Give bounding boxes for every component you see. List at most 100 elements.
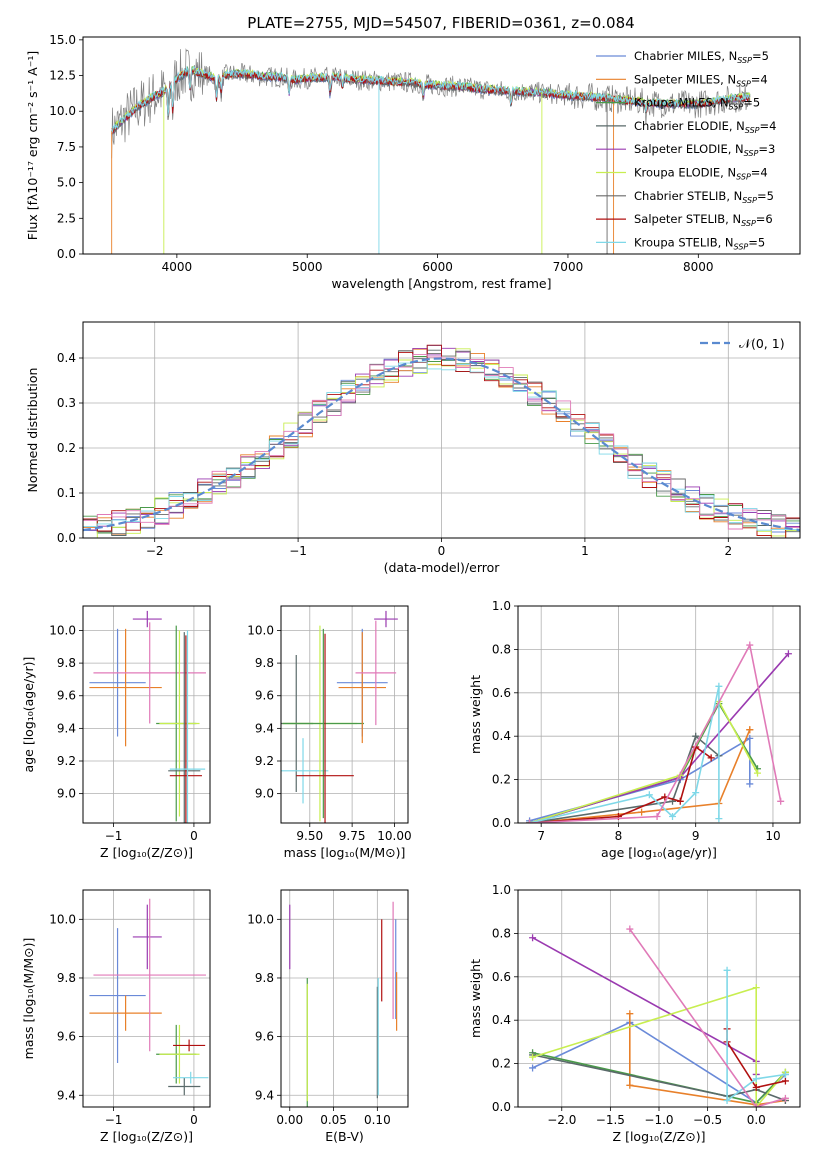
legend-label: Salpeter ELODIE, NSSP=3	[634, 142, 775, 158]
y-tick-label: 10.0	[49, 912, 76, 926]
series-marker	[723, 1096, 731, 1104]
x-tick-label: 9	[692, 829, 700, 843]
legend-label-subscript: SSP	[745, 126, 760, 135]
legend-label-tail: =6	[756, 212, 773, 226]
x-tick-label: 0.10	[364, 1113, 391, 1127]
series-marker	[626, 1081, 634, 1089]
x-tick-label: 0	[438, 544, 446, 558]
series-marker	[626, 1010, 634, 1018]
series-marker	[752, 1083, 760, 1091]
y-tick-label: 0.2	[57, 441, 76, 455]
errorbar-point	[132, 610, 162, 628]
series-marker	[638, 808, 646, 816]
series-marker	[746, 734, 754, 742]
y-tick-label: 9.0	[255, 787, 274, 801]
panel-residuals: −2 −1 0 1 2 0.0 0.1 0.2 0.3 0.4 (data-model)/error…	[25, 321, 801, 575]
plot-area	[89, 610, 206, 823]
series-line	[529, 729, 751, 823]
x-tick-label: 9.50	[296, 829, 323, 843]
mass-weight-series	[626, 925, 789, 1107]
y-tick-label: 9.4	[57, 1088, 76, 1102]
x-tick-label: 10.00	[377, 829, 411, 843]
x-tick-label: 0.0	[747, 1113, 766, 1127]
errorbar-point	[296, 633, 354, 823]
errorbar-point	[355, 620, 397, 726]
series-marker	[781, 1094, 789, 1102]
series-marker	[715, 682, 723, 690]
y-tick-label: 0.8	[492, 642, 511, 656]
series-marker	[784, 650, 792, 658]
mass-weight-series	[526, 697, 762, 823]
y-tick-label: 10.0	[49, 104, 76, 118]
y-tick-label: 0.0	[492, 816, 511, 830]
series-marker	[645, 791, 653, 799]
series-marker	[781, 1070, 789, 1078]
x-tick-label: 10	[765, 829, 780, 843]
y-axis-label: Flux [fλ10⁻¹⁷ erg cm⁻² s⁻¹ A⁻¹]	[25, 51, 40, 240]
series-line	[529, 745, 712, 823]
y-tick-label: 9.4	[255, 1088, 274, 1102]
legend-label-tail: =4	[751, 166, 768, 180]
panel-mass_weight_vs_age: 7 8 9 10 0.0 0.2 0.4 0.6 0.8 1.0 age [log₁₀(age/yr…	[468, 599, 801, 860]
x-axis-label: Z [log₁₀(Z/Z⊙)]	[100, 845, 193, 860]
mass-weight-series	[526, 700, 762, 823]
x-axis-label: age [log₁₀(age/yr)]	[601, 845, 717, 860]
y-tick-label: 9.4	[57, 721, 76, 735]
legend-label: Salpeter STELIB, NSSP=6	[634, 212, 773, 228]
x-tick-label: 7	[537, 829, 545, 843]
mass-weight-series	[526, 641, 785, 823]
mass-weight-series	[723, 966, 789, 1104]
normal-curve	[83, 357, 800, 532]
y-tick-label: 0.4	[492, 1013, 511, 1027]
errorbar-point	[159, 630, 200, 817]
y-tick-label: 0.3	[57, 396, 76, 410]
y-tick-label: 9.8	[57, 971, 76, 985]
legend-label-subscript: SSP	[742, 196, 757, 205]
x-tick-label: 9.75	[339, 829, 366, 843]
errorbar-point	[338, 632, 386, 744]
errorbar-point	[93, 622, 206, 724]
plot-area	[281, 610, 398, 823]
errorbar-point	[168, 1077, 201, 1096]
legend-label-tail: =4	[760, 119, 777, 133]
legend-label-tail: =5	[757, 189, 774, 203]
y-tick-label: 9.6	[57, 689, 76, 703]
errorbar-point	[282, 628, 364, 819]
series-marker	[752, 984, 760, 992]
y-axis-label: age [log₁₀(age/yr)]	[21, 657, 36, 773]
series-line	[529, 686, 720, 823]
legend-label-subscript: SSP	[741, 219, 756, 228]
y-tick-label: 9.6	[255, 689, 274, 703]
plot-area	[289, 901, 398, 1107]
y-tick-label: 1.0	[492, 883, 511, 897]
legend-label: Salpeter MILES, NSSP=4	[634, 72, 768, 88]
series-marker	[529, 934, 537, 942]
x-tick-label: −1.5	[596, 1113, 625, 1127]
axes-frame	[82, 36, 801, 255]
series-line	[532, 1054, 786, 1102]
errorbar-point	[93, 898, 206, 1052]
y-tick-label: 0.0	[492, 1100, 511, 1114]
series-line	[529, 699, 759, 823]
y-tick-label: 9.6	[255, 1030, 274, 1044]
x-tick-label: −2.0	[547, 1113, 576, 1127]
series-marker	[692, 789, 700, 797]
series-line	[726, 970, 786, 1103]
errorbar-point	[159, 1024, 200, 1084]
y-tick-label: 9.8	[57, 656, 76, 670]
legend-label-subscript: SSP	[737, 56, 752, 65]
legend-label: Chabrier MILES, NSSP=5	[634, 49, 769, 65]
y-tick-label: 15.0	[49, 33, 76, 47]
errorbar-point	[168, 632, 201, 823]
series-marker	[746, 641, 754, 649]
legend-label-tail: =5	[752, 49, 769, 63]
plot-area	[529, 925, 789, 1107]
y-tick-label: 1.0	[492, 599, 511, 613]
axes-frame	[82, 605, 211, 824]
y-tick-label: 9.8	[255, 656, 274, 670]
legend-label-tail: =5	[748, 235, 765, 249]
spectrum-legend: Chabrier MILES, NSSP=5 Salpeter MILES, NS…	[596, 49, 776, 251]
errorbar-point	[132, 904, 162, 970]
series-marker	[746, 780, 754, 788]
y-tick-label: 9.8	[255, 971, 274, 985]
